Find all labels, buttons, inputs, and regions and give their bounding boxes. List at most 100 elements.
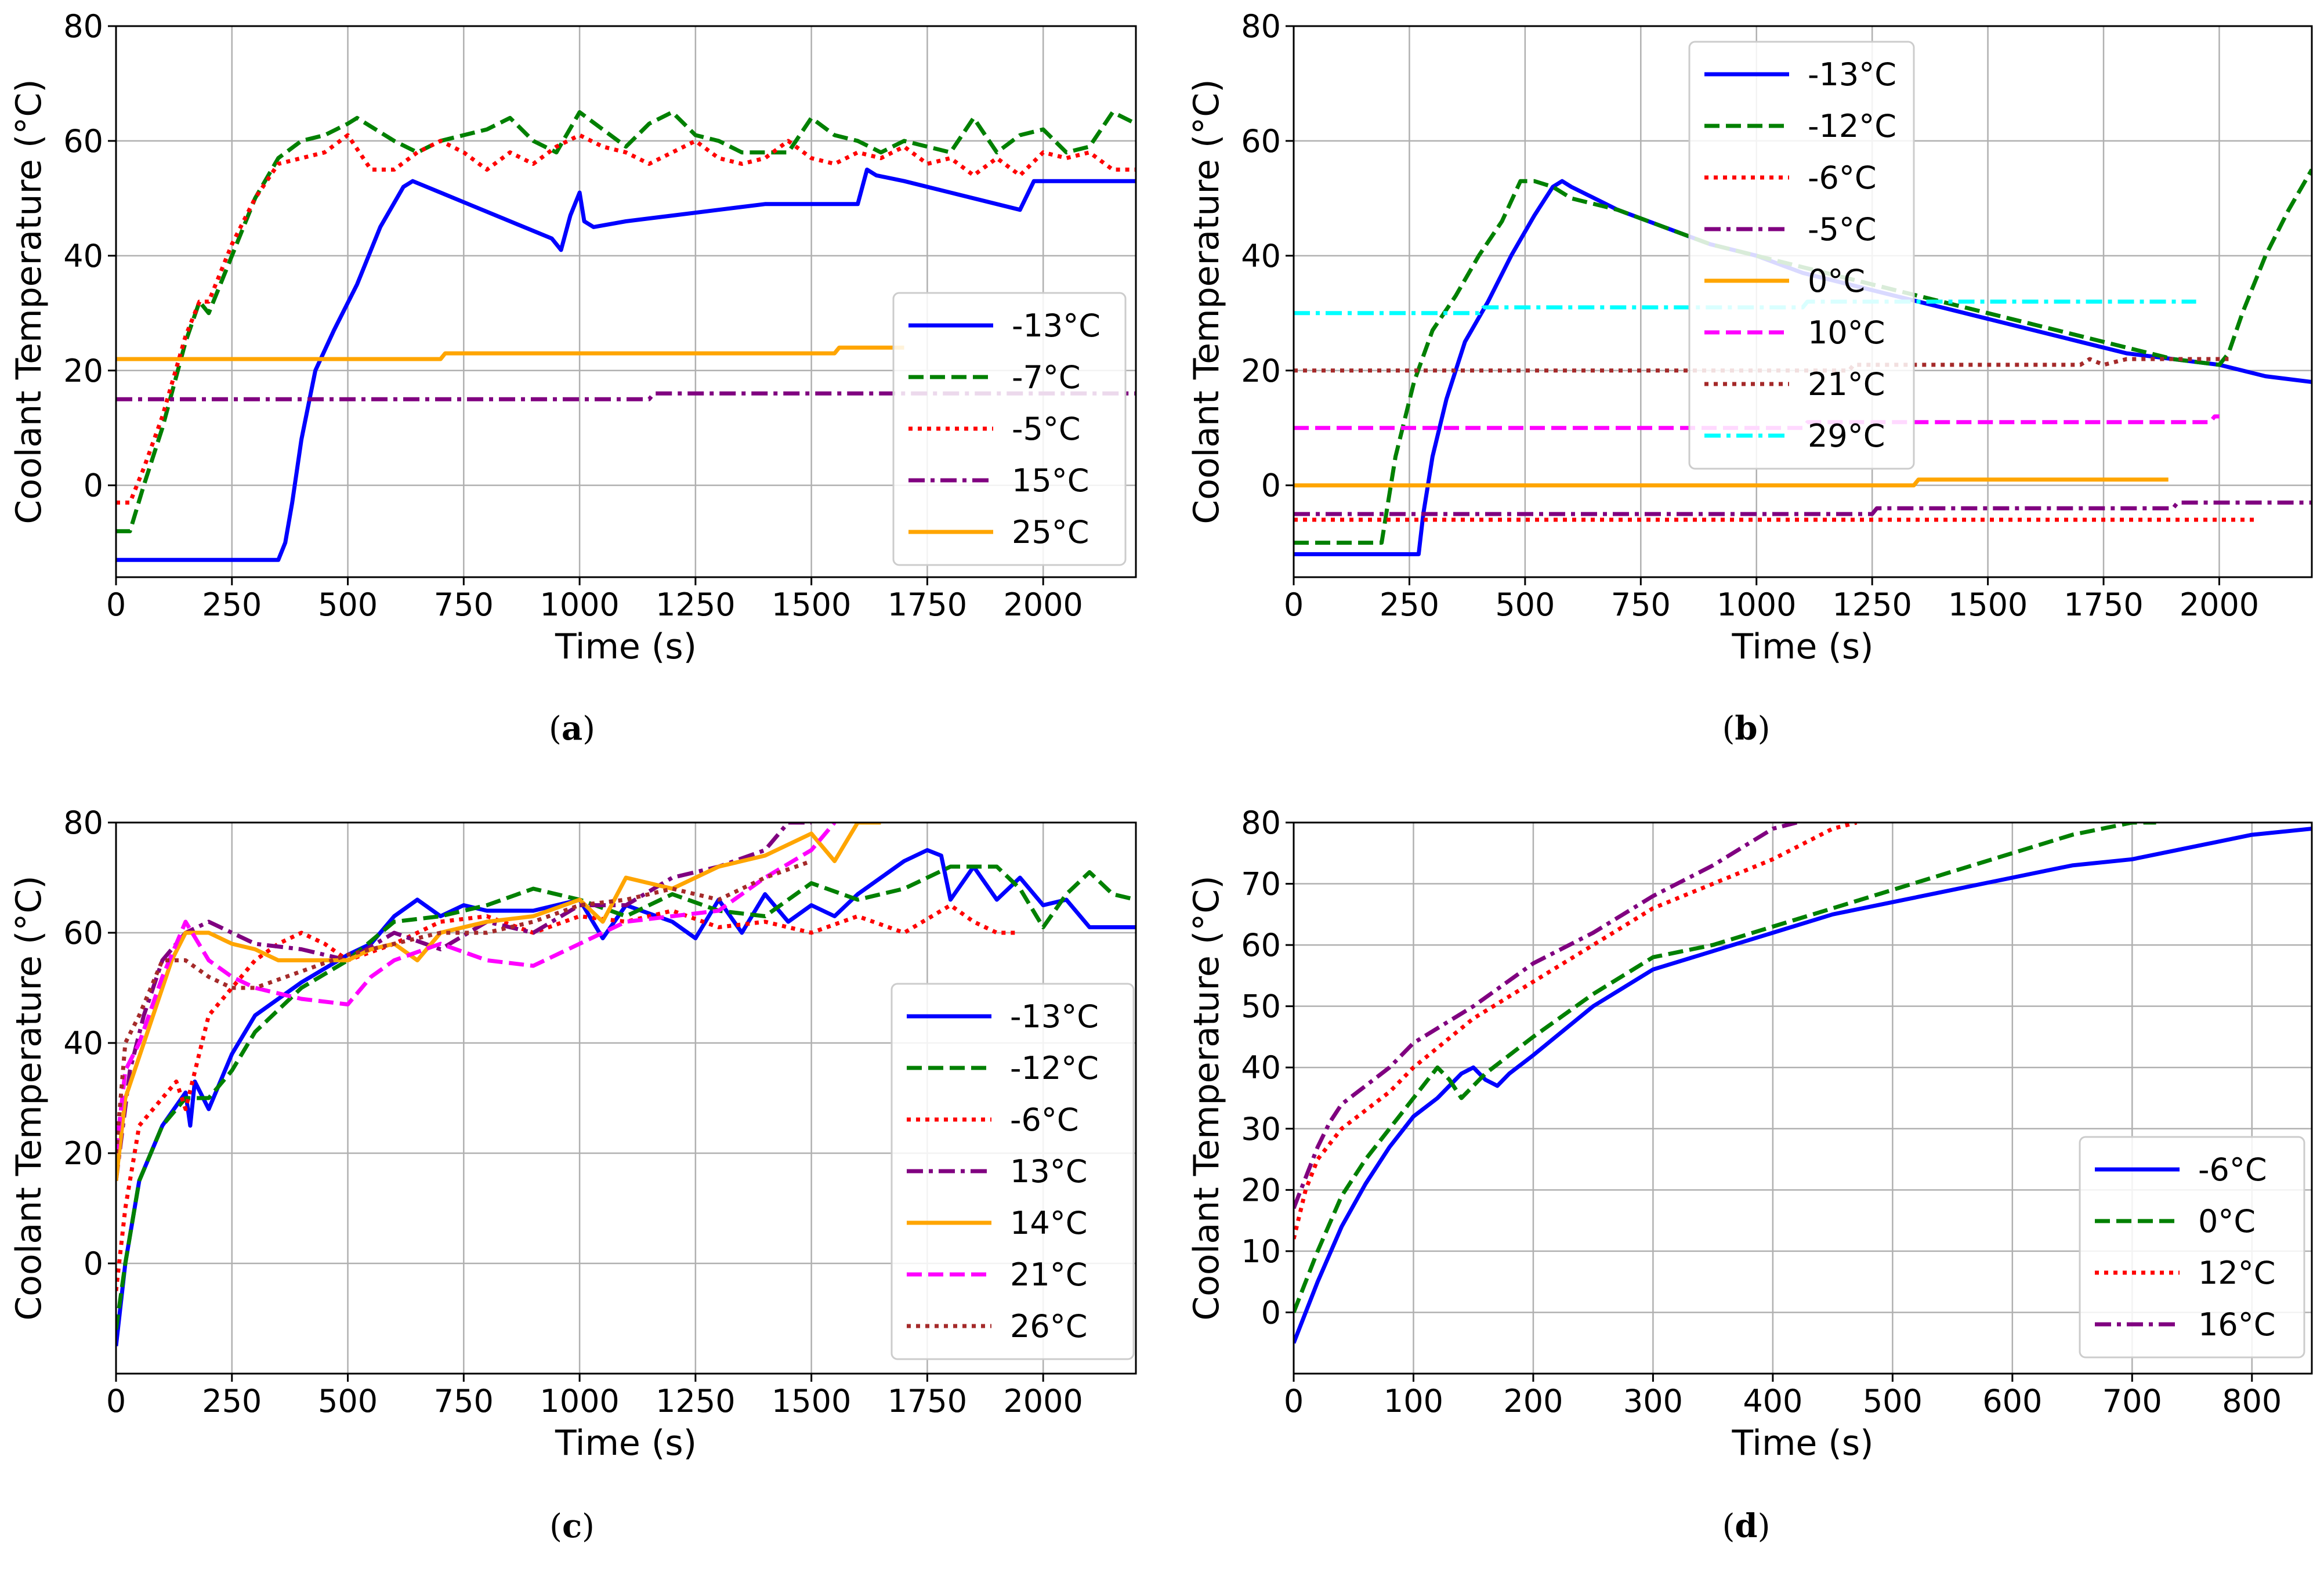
x-tick-label: 1250 <box>1832 586 1912 623</box>
y-tick-label: 70 <box>1241 866 1281 903</box>
series-line-3 <box>1294 500 2312 516</box>
x-tick-label: 2000 <box>1003 586 1083 623</box>
legend-label: 29°C <box>1808 418 1885 454</box>
y-tick-label: 60 <box>63 123 103 160</box>
y-tick-label: 60 <box>1241 123 1281 160</box>
legend-label: -7°C <box>1012 359 1081 396</box>
x-tick-label: 1500 <box>1948 586 2028 623</box>
series-line-1 <box>116 110 1136 534</box>
x-tick-label: 250 <box>1380 586 1439 623</box>
caption-letter: c <box>562 1507 582 1545</box>
legend-label: 25°C <box>1012 514 1089 550</box>
y-tick-label: 40 <box>63 1025 103 1062</box>
y-tick-label: 0 <box>84 1245 103 1282</box>
series-line-1 <box>1294 168 2312 545</box>
legend-label: 0°C <box>2198 1203 2256 1240</box>
legend: -13°C -7°C -5°C 15°C 25°C <box>892 292 1127 566</box>
legend-label: 0°C <box>1808 263 1865 299</box>
series-line-2 <box>1294 823 1858 1240</box>
y-tick-label: 60 <box>63 915 103 951</box>
x-tick-label: 1500 <box>772 1383 851 1419</box>
legend-label: 26°C <box>1010 1308 1087 1345</box>
x-tick-label: 250 <box>202 586 262 623</box>
x-tick-label: 1000 <box>540 586 619 623</box>
y-tick-label: 20 <box>63 353 103 389</box>
series-line-2 <box>116 903 1020 1291</box>
x-tick-label: 0 <box>106 1383 126 1419</box>
y-tick-label: 40 <box>1241 1049 1281 1086</box>
y-tick-label: 20 <box>63 1135 103 1172</box>
x-tick-label: 1500 <box>772 586 851 623</box>
x-tick-label: 2000 <box>1003 1383 1083 1419</box>
y-tick-label: 50 <box>1241 988 1281 1025</box>
x-tick-label: 1250 <box>656 586 735 623</box>
legend-box <box>892 292 1127 566</box>
x-tick-label: 750 <box>434 1383 494 1419</box>
x-tick-label: 1000 <box>540 1383 619 1419</box>
panel-caption: (b) <box>1722 709 1771 748</box>
y-tick-label: 40 <box>1241 238 1281 274</box>
y-axis-label: Coolant Temperature (°C) <box>9 79 49 524</box>
x-axis-label: Time (s) <box>555 626 697 667</box>
x-tick-label: 750 <box>434 586 494 623</box>
legend-label: 16°C <box>2198 1306 2275 1343</box>
x-tick-label: 500 <box>318 586 378 623</box>
y-tick-label: 80 <box>63 805 103 841</box>
x-tick-label: 250 <box>202 1383 262 1419</box>
y-tick-label: 10 <box>1241 1233 1281 1270</box>
legend-label: -12°C <box>1010 1050 1099 1086</box>
series-lines <box>1294 823 2312 1344</box>
series-line-5 <box>116 823 837 1154</box>
y-tick-label: 60 <box>1241 927 1281 964</box>
x-tick-label: 800 <box>2222 1383 2282 1419</box>
legend-label: -5°C <box>1012 411 1081 447</box>
plot-frame <box>115 25 1137 578</box>
series-line-3 <box>116 823 812 1181</box>
x-tick-label: 1750 <box>2064 586 2143 623</box>
x-tick-label: 0 <box>1284 586 1304 623</box>
legend-box <box>1688 41 1915 470</box>
x-tick-label: 1000 <box>1717 586 1796 623</box>
chart-panel-d: 0 100 200 300 400 500 600 700 800 0 10 20 30 40 50 60 70… <box>1186 805 2313 1545</box>
caption-letter: b <box>1735 709 1757 748</box>
legend-label: 14°C <box>1010 1205 1087 1241</box>
legend: -13°C -12°C -6°C -5°C 0°C 10°C 21°C 29°C <box>1688 41 1915 470</box>
series-line-1 <box>116 864 1136 1330</box>
y-tick-label: 20 <box>1241 1172 1281 1208</box>
series-lines <box>116 823 1136 1346</box>
caption-close-paren: ) <box>582 710 595 748</box>
legend: -6°C 0°C 12°C 16°C <box>2079 1136 2305 1359</box>
caption-open-paren: ( <box>1722 1508 1735 1545</box>
legend: -13°C -12°C -6°C 13°C 14°C 21°C 26°C <box>890 983 1135 1360</box>
y-tick-label: 0 <box>1261 1294 1281 1331</box>
series-line-0 <box>1294 827 2312 1344</box>
legend-label: -6°C <box>1010 1102 1079 1138</box>
x-tick-label: 500 <box>318 1383 378 1419</box>
x-tick-label: 400 <box>1743 1383 1802 1419</box>
y-axis-label: Coolant Temperature (°C) <box>9 875 49 1320</box>
x-axis-label: Time (s) <box>1732 1423 1874 1464</box>
legend-box <box>890 983 1135 1360</box>
legend-label: 10°C <box>1808 314 1885 351</box>
chart-panel-b: 0 250 500 750 1000 1250 1500 1750 2000 0 20 40 60 80 T… <box>1186 8 2313 748</box>
x-tick-label: 0 <box>1284 1383 1304 1419</box>
legend-box <box>2079 1136 2305 1359</box>
series-line-6 <box>116 859 812 1154</box>
y-tick-label: 80 <box>63 8 103 45</box>
panel-caption: (c) <box>549 1507 595 1545</box>
y-tick-label: 0 <box>84 468 103 504</box>
legend-label: -13°C <box>1010 998 1099 1035</box>
x-tick-label: 0 <box>106 586 126 623</box>
caption-open-paren: ( <box>549 1508 562 1545</box>
caption-letter: a <box>562 709 582 748</box>
panel-caption: (d) <box>1722 1507 1771 1545</box>
legend-label: 21°C <box>1808 366 1885 403</box>
x-tick-label: 1750 <box>888 586 967 623</box>
legend-label: 15°C <box>1012 462 1089 499</box>
series-line-3 <box>1294 823 1798 1209</box>
x-tick-label: 300 <box>1623 1383 1683 1419</box>
y-tick-label: 20 <box>1241 353 1281 389</box>
legend-label: 21°C <box>1010 1256 1087 1293</box>
x-tick-label: 500 <box>1863 1383 1923 1419</box>
x-tick-label: 200 <box>1503 1383 1563 1419</box>
